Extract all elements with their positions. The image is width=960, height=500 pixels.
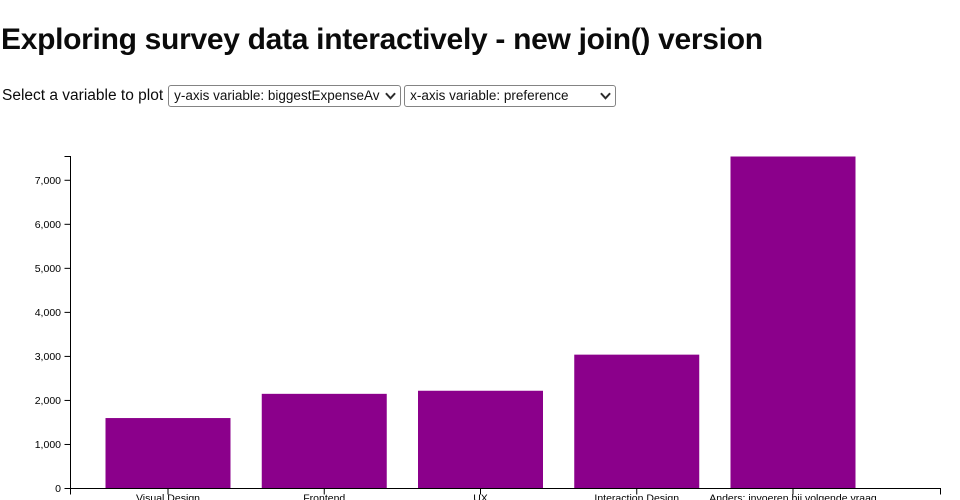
y-tick-label: 7,000 (35, 175, 61, 187)
y-tick-label: 2,000 (35, 395, 61, 407)
x-tick-label: UX (473, 493, 488, 500)
bar (418, 390, 543, 489)
y-tick-label: 5,000 (35, 263, 61, 275)
controls-label: Select a variable to plot (2, 87, 164, 104)
x-tick-label: Frontend (303, 493, 345, 500)
y-tick-label: 6,000 (35, 219, 61, 231)
bar (105, 418, 231, 489)
y-tick-label: 4,000 (35, 307, 61, 319)
y-variable-select-wrap: y-axis variable: biggestExpenseAvg (168, 85, 402, 107)
y-variable-select[interactable]: y-axis variable: biggestExpenseAvg (168, 85, 402, 107)
y-tick-label: 3,000 (35, 351, 61, 363)
bar (730, 156, 856, 489)
page-title: Exploring survey data interactively - ne… (1, 23, 763, 56)
bar (574, 354, 700, 489)
x-variable-select-wrap: x-axis variable: preference (404, 85, 617, 107)
x-variable-select[interactable]: x-axis variable: preference (404, 85, 617, 107)
y-tick-label: 1,000 (35, 439, 61, 451)
x-axis-line (70, 488, 941, 495)
variable-controls: Select a variable to plot y-axis variabl… (2, 85, 619, 107)
x-tick-label: Visual Design (136, 493, 200, 500)
bar (261, 393, 387, 489)
x-tick-label: Anders: invoeren bij volgende vraag (709, 493, 877, 500)
y-tick-label: 0 (55, 483, 61, 495)
y-axis-line (64, 156, 71, 489)
x-tick-label: Interaction Design (594, 493, 679, 500)
